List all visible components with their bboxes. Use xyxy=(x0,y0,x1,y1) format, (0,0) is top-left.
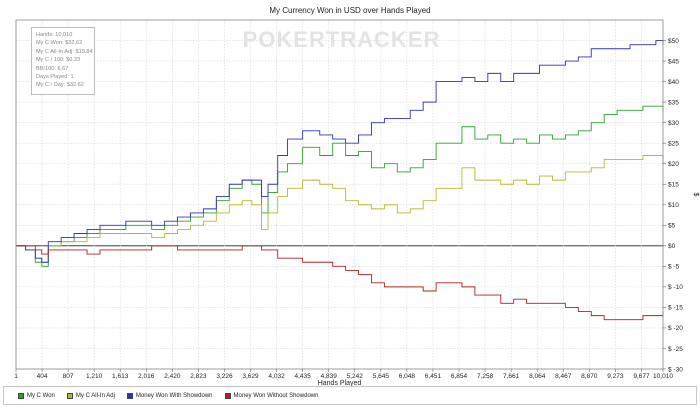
y-tick-label: $15 xyxy=(668,182,679,189)
x-tick-label: 2,420 xyxy=(164,373,181,380)
stat-won: My C Won: $32.62 xyxy=(36,40,83,47)
x-tick-label: 1 xyxy=(14,373,18,380)
y-tick-label: $25 xyxy=(668,140,679,147)
y-tick-label: $ -10 xyxy=(668,284,683,291)
y-tick-label: $5 xyxy=(668,223,676,230)
y-tick-label: $ -20 xyxy=(668,325,683,332)
x-tick-label: 404 xyxy=(37,373,48,380)
y-tick-label: $ -25 xyxy=(668,346,683,353)
legend-frame xyxy=(3,386,697,405)
plot-area xyxy=(15,19,664,370)
legend: My C Won My C All-In Adj Money Won With … xyxy=(18,389,330,403)
stat-bb100: BB/100: 6.67 xyxy=(36,65,69,72)
watermark: POKERTRACKER xyxy=(243,27,441,52)
legend-label: My C Won xyxy=(27,393,55,399)
y-axis-ticks: $50 $45 $40 $35 $30 $25 $20 $15 $10 $5 $0 $ -5 $ -10… xyxy=(663,38,683,373)
x-tick-label: 6,451 xyxy=(425,373,442,380)
x-axis-ticks: 1 404 807 1,210 1,613 2,016 2,420 2,823 3,226 3,6… xyxy=(14,369,673,380)
stat-per-day: My C / Day: $32.62 xyxy=(36,82,84,89)
x-tick-label: 2,823 xyxy=(190,373,207,380)
x-tick-label: 10,010 xyxy=(653,373,673,380)
x-tick-label: 1,210 xyxy=(86,373,103,380)
x-tick-label: 4,032 xyxy=(268,373,285,380)
x-tick-label: 5,645 xyxy=(373,373,390,380)
chart-title: My Currency Won in USD over Hands Played xyxy=(269,6,431,15)
stat-days: Days Played: 1 xyxy=(36,74,74,81)
series-line-1 xyxy=(16,155,664,263)
x-tick-label: 3,226 xyxy=(216,373,233,380)
x-tick-label: 5,242 xyxy=(347,373,364,380)
legend-label: Money Won With Showdown xyxy=(135,393,213,399)
x-tick-label: 7,661 xyxy=(503,373,520,380)
series-lines xyxy=(16,40,664,321)
y-tick-label: $ -15 xyxy=(668,305,683,312)
y-tick-label: $ -30 xyxy=(668,366,683,373)
legend-swatch xyxy=(66,393,73,399)
legend-label: My C All-In Adj xyxy=(75,393,115,399)
x-tick-label: 4,839 xyxy=(321,373,338,380)
y-tick-label: $40 xyxy=(668,79,679,86)
x-tick-label: 4,435 xyxy=(294,373,311,380)
x-tick-label: 8,064 xyxy=(529,373,546,380)
x-tick-label: 9,273 xyxy=(607,373,624,380)
legend-label: Money Won Without Showdown xyxy=(233,393,319,399)
y-tick-label: $45 xyxy=(668,58,679,65)
x-tick-label: 807 xyxy=(63,373,74,380)
x-tick-label: 6,854 xyxy=(451,373,468,380)
grid xyxy=(15,20,664,370)
legend-swatch xyxy=(224,393,231,399)
stat-allin-adj: My C All-In Adj: $19.84 xyxy=(36,48,93,55)
x-tick-label: 9,677 xyxy=(633,373,650,380)
y-tick-label: $30 xyxy=(668,120,679,127)
y-tick-label: $20 xyxy=(668,161,679,168)
y-tick-label: $10 xyxy=(668,202,679,209)
legend-item-showdown: Money Won With Showdown xyxy=(126,393,213,399)
x-tick-label: 7,258 xyxy=(477,373,494,380)
x-tick-label: 6,048 xyxy=(399,373,416,380)
y-axis-label: $ xyxy=(692,193,699,197)
x-tick-label: 3,629 xyxy=(242,373,259,380)
x-tick-label: 2,016 xyxy=(138,373,155,380)
x-tick-label: 1,613 xyxy=(112,373,129,380)
x-tick-label: 8,870 xyxy=(581,373,598,380)
y-tick-label: $0 xyxy=(668,243,676,250)
series-line-2 xyxy=(16,40,664,263)
y-tick-label: $35 xyxy=(668,99,679,106)
stat-per-100: My C / 100: $0.33 xyxy=(36,57,81,64)
legend-swatch xyxy=(18,393,24,399)
series-line-0 xyxy=(16,105,664,267)
y-tick-label: $ -5 xyxy=(668,264,680,271)
x-tick-label: 8,467 xyxy=(555,373,572,380)
legend-item-no-showdown: Money Won Without Showdown xyxy=(224,393,319,399)
y-tick-label: $50 xyxy=(668,38,679,45)
legend-swatch xyxy=(126,393,133,399)
legend-item-won: My C Won xyxy=(18,393,55,399)
series-line-3 xyxy=(16,245,664,321)
legend-item-allin: My C All-In Adj xyxy=(66,393,115,399)
stat-hands: Hands: 10,010 xyxy=(36,32,73,38)
stats-box: Hands: 10,010 My C Won: $32.62 My C All-… xyxy=(31,27,95,95)
x-axis-label: Hands Played xyxy=(318,380,362,387)
